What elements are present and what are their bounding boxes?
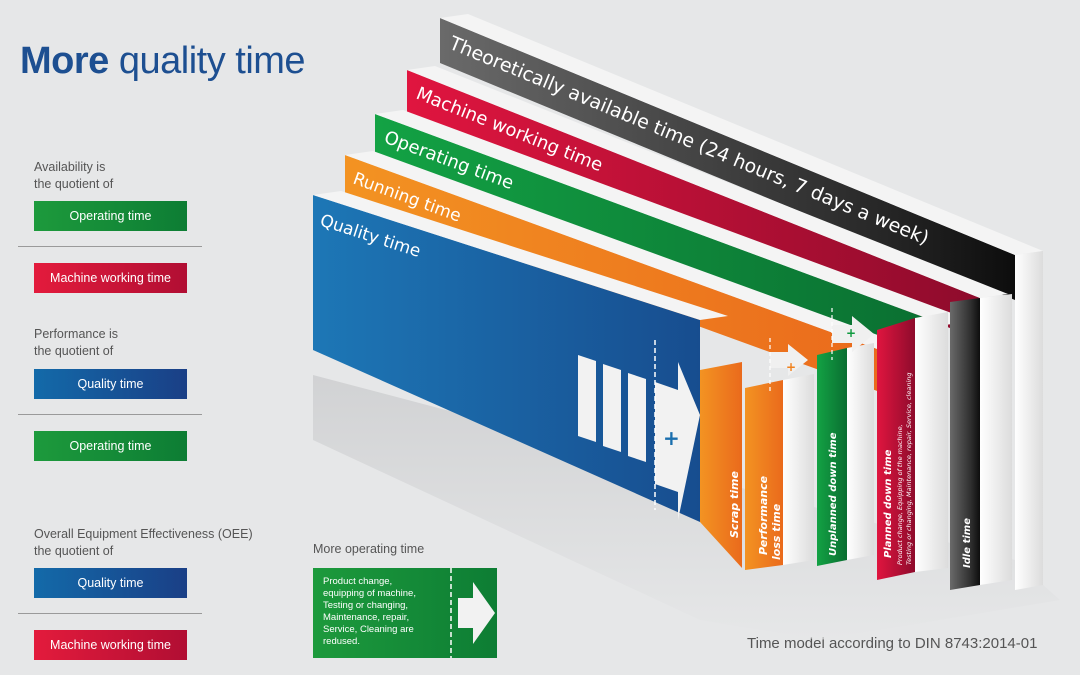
note-line: Maintenance, repair,: [323, 612, 410, 623]
oee-label-line1: Overall Equipment Effectiveness (OEE): [34, 527, 253, 541]
availability-numerator: Operating time: [34, 201, 187, 231]
band-theoretical-top: [440, 14, 1043, 255]
note-box: Product change, equipping of machine, Te…: [313, 568, 497, 658]
oee-numerator: Quality time: [34, 568, 187, 598]
performance-divider: [18, 414, 202, 415]
note-title: More operating time: [313, 542, 425, 556]
label-planned-sub1: Product change, Equipping of the machine…: [896, 424, 904, 565]
band-operating-top: [375, 110, 973, 325]
label-planned: Planned down time: [883, 449, 894, 558]
availability-label-line2: the quotient of: [34, 177, 114, 191]
availability-label-line1: Availability is: [34, 160, 106, 174]
availability-label: Availability is the quotient of: [34, 159, 113, 193]
note-text: Product change, equipping of machine, Te…: [323, 576, 453, 648]
performance-label-line2: the quotient of: [34, 344, 114, 358]
note-line: Product change,: [323, 576, 393, 587]
unplanned-block-end: [847, 343, 874, 560]
performance-numerator: Quality time: [34, 369, 187, 399]
performance-label-line1: Performance is: [34, 327, 119, 341]
label-idle: Idle time: [962, 518, 973, 568]
band-operating: [375, 114, 945, 365]
oee-denominator: Machine working time: [34, 630, 187, 660]
performance-loss-block-end: [783, 374, 814, 565]
oee-label-line2: the quotient of: [34, 544, 114, 558]
note-line: Service, Cleaning are: [323, 624, 414, 635]
operating-arrow-icon: [832, 316, 874, 352]
label-performance-line2: loss time: [770, 503, 783, 560]
running-arrow-icon: [770, 344, 808, 376]
title-rest: quality time: [118, 40, 306, 82]
oee-divider: [18, 613, 202, 614]
availability-divider: [18, 246, 202, 247]
scrap-block: [700, 362, 742, 568]
performance-loss-block: [745, 380, 783, 570]
band-running-top: [345, 151, 908, 350]
note-arrow-graphic: [450, 568, 495, 658]
idle-block: [950, 298, 980, 590]
planned-block: [877, 318, 915, 580]
quality-bar-1: [578, 355, 596, 442]
note-line: Testing or changing,: [323, 600, 409, 611]
idle-block-end: [980, 294, 1012, 585]
note-line: equipping of machine,: [323, 588, 416, 599]
planned-block-end: [915, 312, 948, 572]
performance-denominator: Operating time: [34, 431, 187, 461]
running-plus-icon: +: [786, 360, 796, 374]
title-bold: More: [20, 40, 109, 82]
availability-denominator: Machine working time: [34, 263, 187, 293]
label-performance-line1: Performance: [757, 475, 770, 555]
band-theoretical: [440, 18, 1015, 300]
page-title: More quality time: [20, 40, 306, 83]
quality-arrow-icon: [655, 362, 700, 520]
oee-label: Overall Equipment Effectiveness (OEE) th…: [34, 526, 253, 560]
unplanned-block: [817, 348, 847, 566]
quality-bar-2: [603, 364, 621, 452]
band-machine-top: [407, 66, 1008, 298]
label-unplanned: Unplanned down time: [828, 432, 839, 556]
band-quality-top: [313, 191, 728, 320]
performance-label: Performance is the quotient of: [34, 326, 118, 360]
operating-plus-icon: +: [846, 326, 856, 340]
label-planned-sub2: Testing or changing, Maintenance, repair…: [905, 372, 913, 565]
band-theoretical-end: [1015, 251, 1043, 590]
quality-bar-3: [628, 373, 646, 462]
label-scrap: Scrap time: [728, 471, 741, 538]
quality-plus-icon: +: [663, 426, 680, 450]
note-arrow-icon: [458, 582, 495, 644]
band-running: [345, 155, 880, 392]
note-line: redused.: [323, 636, 360, 647]
